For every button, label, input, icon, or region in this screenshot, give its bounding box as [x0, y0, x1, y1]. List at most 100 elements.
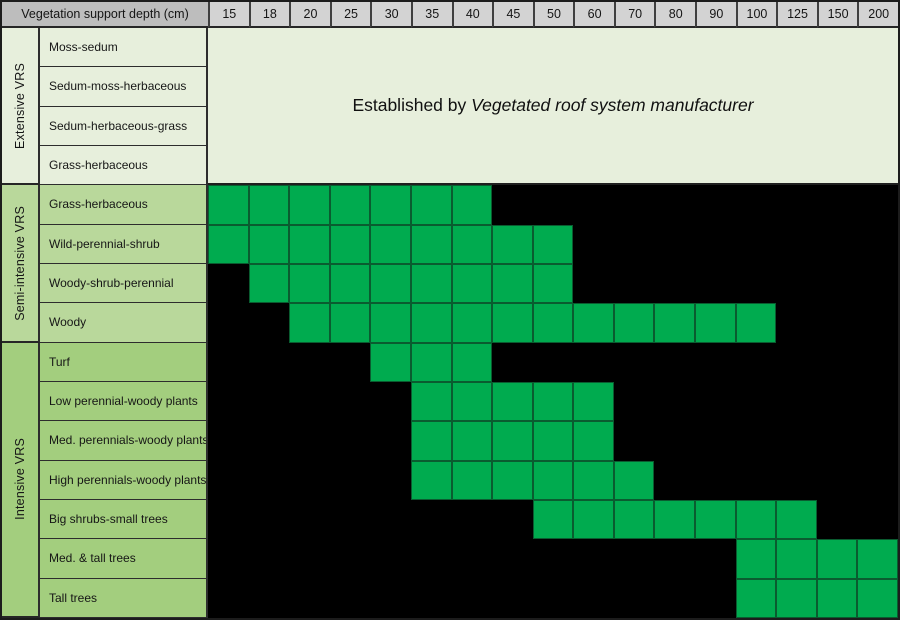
depth-cell-unsupported	[248, 381, 290, 422]
depth-cell-supported	[695, 499, 736, 540]
depth-cell-unsupported	[857, 381, 898, 422]
depth-cell-supported	[410, 342, 452, 382]
depth-cell-unsupported	[248, 578, 290, 618]
depth-cell-unsupported	[695, 578, 736, 618]
header-depth-18: 18	[248, 2, 290, 28]
depth-cell-unsupported	[208, 499, 249, 540]
depth-cell-supported	[451, 381, 493, 422]
depth-cell-unsupported	[289, 578, 330, 618]
depth-cell-unsupported	[573, 342, 614, 382]
depth-cell-unsupported	[776, 342, 817, 382]
depth-cell-supported	[532, 421, 574, 461]
depth-cell-unsupported	[654, 342, 696, 382]
depth-cell-unsupported	[735, 185, 777, 225]
depth-cell-unsupported	[613, 224, 655, 264]
depth-cell-unsupported	[329, 460, 371, 500]
depth-cell-unsupported	[329, 381, 371, 422]
depth-cell-unsupported	[370, 539, 411, 579]
depth-cell-unsupported	[370, 460, 411, 500]
depth-cell-supported	[735, 578, 777, 618]
depth-cell-unsupported	[654, 263, 696, 304]
depth-cell-supported	[248, 263, 290, 304]
depth-cell-unsupported	[289, 421, 330, 461]
depth-cell-unsupported	[532, 539, 574, 579]
depth-cell-supported	[451, 224, 493, 264]
header-depth-125: 125	[776, 2, 817, 28]
depth-cell-unsupported	[735, 224, 777, 264]
depth-cell-unsupported	[816, 342, 858, 382]
header-depth-80: 80	[654, 2, 696, 28]
depth-cell-unsupported	[857, 499, 898, 540]
depth-cell-unsupported	[816, 263, 858, 304]
header-depth-40: 40	[451, 2, 493, 28]
depth-cell-unsupported	[857, 342, 898, 382]
depth-cell-supported	[492, 421, 533, 461]
header-depth-90: 90	[695, 2, 736, 28]
depth-cell-unsupported	[289, 539, 330, 579]
depth-cell-unsupported	[776, 460, 817, 500]
depth-cell-unsupported	[613, 381, 655, 422]
depth-cell-supported	[654, 499, 696, 540]
header-depth-50: 50	[532, 2, 574, 28]
row-label: Wild-perennial-shrub	[40, 224, 208, 264]
depth-cell-unsupported	[370, 421, 411, 461]
depth-cell-unsupported	[735, 381, 777, 422]
depth-cell-unsupported	[695, 263, 736, 304]
depth-cell-unsupported	[289, 342, 330, 382]
depth-cell-unsupported	[370, 381, 411, 422]
depth-cell-supported	[451, 460, 493, 500]
depth-cell-supported	[532, 460, 574, 500]
depth-cell-unsupported	[532, 578, 574, 618]
depth-cell-unsupported	[451, 499, 493, 540]
depth-cell-unsupported	[776, 381, 817, 422]
depth-cell-unsupported	[654, 460, 696, 500]
depth-cell-supported	[208, 185, 249, 225]
header-depth-25: 25	[329, 2, 371, 28]
depth-cell-supported	[370, 342, 411, 382]
depth-cell-supported	[410, 460, 452, 500]
depth-cell-unsupported	[208, 342, 249, 382]
depth-cell-supported	[208, 224, 249, 264]
row-label: Med. & tall trees	[40, 539, 208, 579]
depth-cell-unsupported	[816, 185, 858, 225]
header-depth-200: 200	[857, 2, 898, 28]
depth-cell-supported	[613, 303, 655, 343]
row-label: Grass-herbaceous	[40, 185, 208, 225]
depth-cell-supported	[532, 303, 574, 343]
depth-cell-supported	[857, 578, 898, 618]
depth-cell-supported	[410, 421, 452, 461]
depth-cell-unsupported	[289, 381, 330, 422]
depth-cell-unsupported	[695, 539, 736, 579]
depth-cell-unsupported	[857, 303, 898, 343]
depth-cell-unsupported	[857, 421, 898, 461]
depth-cell-unsupported	[857, 224, 898, 264]
depth-cell-supported	[370, 263, 411, 304]
depth-cell-unsupported	[248, 421, 290, 461]
depth-cell-unsupported	[208, 539, 249, 579]
depth-cell-unsupported	[695, 381, 736, 422]
depth-cell-unsupported	[329, 539, 371, 579]
depth-cell-unsupported	[695, 460, 736, 500]
header-depth-20: 20	[289, 2, 330, 28]
depth-cell-unsupported	[816, 421, 858, 461]
header-depth-45: 45	[492, 2, 533, 28]
row-label: Med. perennials-woody plants	[40, 421, 208, 461]
depth-cell-supported	[573, 499, 614, 540]
depth-cell-unsupported	[329, 342, 371, 382]
depth-cell-unsupported	[573, 185, 614, 225]
depth-cell-unsupported	[573, 578, 614, 618]
depth-cell-unsupported	[695, 342, 736, 382]
depth-cell-supported	[410, 224, 452, 264]
depth-cell-unsupported	[492, 342, 533, 382]
header-depth-15: 15	[208, 2, 249, 28]
depth-cell-supported	[492, 263, 533, 304]
depth-cell-supported	[289, 303, 330, 343]
depth-cell-unsupported	[208, 381, 249, 422]
depth-cell-supported	[492, 224, 533, 264]
group-label-text: Semi-intensive VRS	[13, 205, 27, 321]
depth-cell-unsupported	[776, 224, 817, 264]
depth-cell-unsupported	[492, 499, 533, 540]
header-depth-35: 35	[410, 2, 452, 28]
depth-cell-unsupported	[613, 539, 655, 579]
